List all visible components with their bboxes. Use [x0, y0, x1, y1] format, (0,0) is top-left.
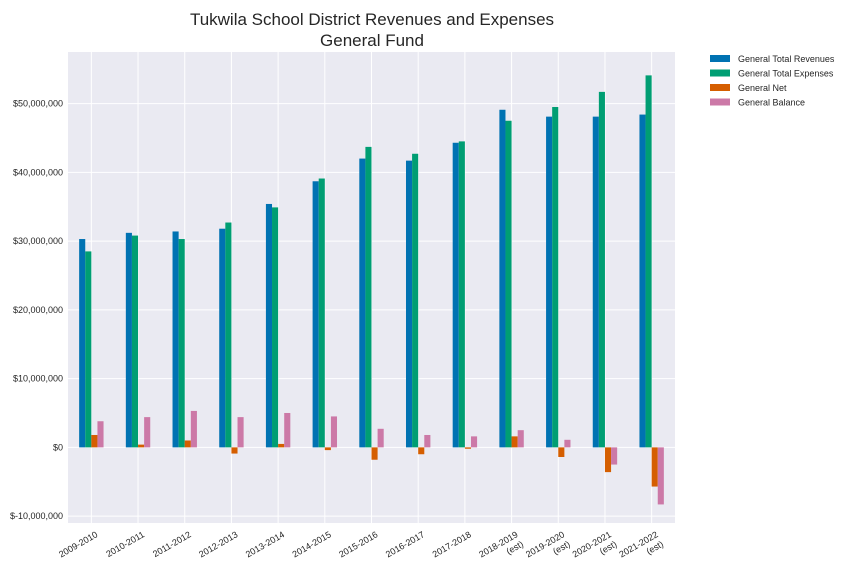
bar-4 [564, 439, 571, 448]
y-tick-label: $0 [53, 442, 63, 452]
chart-subtitle: General Fund [320, 31, 424, 50]
bar-1 [546, 116, 553, 448]
bar-4 [330, 416, 338, 448]
y-axis-tick-labels: $-10,000,000 $0 $10,000,000 $20,000,000 $30,… [10, 99, 63, 522]
bar-1 [639, 114, 646, 448]
x-tick-label: 2012-2013 [197, 529, 239, 559]
bar-4 [377, 428, 384, 448]
x-tick-label-group: 2018-2019(est) [477, 529, 525, 559]
bar-2 [645, 75, 652, 448]
bar-2 [598, 91, 605, 448]
bar-1 [499, 109, 506, 448]
bar-2 [272, 207, 279, 448]
legend-label: General Total Revenues [738, 54, 835, 64]
bar-4 [424, 434, 431, 448]
bar-3 [651, 447, 658, 487]
bar-4 [144, 417, 151, 448]
bar-3 [324, 447, 331, 451]
x-tick-label-group: 2015-2016 [337, 529, 379, 559]
legend-swatch [710, 84, 730, 91]
legend-label: General Net [738, 83, 787, 93]
bar-4 [657, 447, 664, 505]
bar-3 [231, 447, 238, 454]
legend-swatch [710, 55, 730, 62]
chart-title: Tukwila School District Revenues and Exp… [190, 10, 554, 29]
legend: General Total Revenues General Total Expe… [710, 54, 835, 108]
x-tick-label-group: 2019-2020(est) [524, 529, 572, 559]
y-tick-label: $30,000,000 [13, 236, 63, 246]
bar-4 [190, 410, 197, 448]
bar-4 [517, 430, 524, 448]
x-tick-label-group: 2012-2013 [197, 529, 239, 559]
bar-2 [318, 178, 325, 448]
bar-2 [85, 251, 92, 448]
x-tick-label-group: 2009-2010 [57, 529, 99, 559]
bar-4 [470, 436, 478, 448]
y-tick-label: $10,000,000 [13, 374, 63, 384]
bar-1 [592, 116, 599, 448]
x-tick-label-group: 2010-2011 [104, 529, 146, 559]
x-tick-label-group: 2021-2022(est) [617, 529, 665, 559]
x-tick-label: 2009-2010 [57, 529, 99, 559]
x-tick-label-group: 2016-2017 [384, 529, 426, 559]
bar-3 [138, 444, 145, 448]
legend-label: General Total Expenses [738, 69, 834, 79]
y-tick-label: $20,000,000 [13, 305, 63, 315]
bar-1 [405, 160, 413, 448]
x-tick-label: 2013-2014 [244, 529, 286, 559]
x-tick-label: 2016-2017 [384, 529, 426, 559]
bar-4 [97, 421, 104, 448]
x-tick-label-group: 2011-2012 [151, 529, 193, 559]
legend-label: General Balance [738, 98, 805, 108]
bar-1 [79, 239, 86, 448]
bar-2 [225, 222, 232, 448]
x-tick-label-group: 2020-2021(est) [571, 529, 619, 559]
bar-3 [91, 434, 98, 448]
bar-2 [505, 120, 512, 448]
bar-3 [184, 440, 191, 448]
bar-3 [558, 447, 565, 457]
bar-1 [359, 158, 366, 448]
bar-4 [611, 447, 618, 465]
bar-3 [371, 447, 378, 460]
x-tick-label: 2011-2012 [151, 529, 193, 559]
bar-1 [125, 232, 132, 448]
x-tick-label: 2015-2016 [337, 529, 379, 559]
bar-1 [312, 181, 319, 448]
bar-3 [604, 447, 612, 473]
x-tick-label: 2017-2018 [431, 529, 473, 559]
x-tick-label-group: 2017-2018 [431, 529, 473, 559]
x-tick-label: 2010-2011 [104, 529, 146, 559]
y-tick-label: $-10,000,000 [10, 511, 63, 521]
bar-4 [237, 417, 244, 448]
bar-3 [418, 447, 425, 455]
bar-2 [458, 141, 465, 448]
y-tick-label: $40,000,000 [13, 167, 63, 177]
legend-swatch [710, 69, 730, 77]
bar-3 [278, 443, 285, 448]
bar-2 [178, 239, 185, 448]
x-axis-tick-labels: 2009-2010 2010-2011 2011-2012 2012-2013 2013… [57, 529, 665, 559]
bar-2 [412, 153, 419, 448]
bar-2 [552, 107, 559, 448]
bar-2 [131, 235, 139, 448]
bar-1 [219, 228, 226, 448]
bar-4 [284, 412, 291, 448]
y-tick-label: $50,000,000 [13, 99, 63, 109]
bar-1 [172, 231, 179, 448]
x-tick-label: 2014-2015 [291, 529, 333, 559]
bars [79, 75, 664, 505]
x-tick-label-group: 2013-2014 [244, 529, 286, 559]
legend-swatch [710, 98, 730, 106]
bar-1 [265, 203, 273, 448]
bar-3 [511, 436, 518, 448]
bar-3 [464, 447, 471, 449]
bar-1 [452, 142, 459, 448]
x-tick-label-group: 2014-2015 [291, 529, 333, 559]
bar-2 [365, 146, 372, 448]
